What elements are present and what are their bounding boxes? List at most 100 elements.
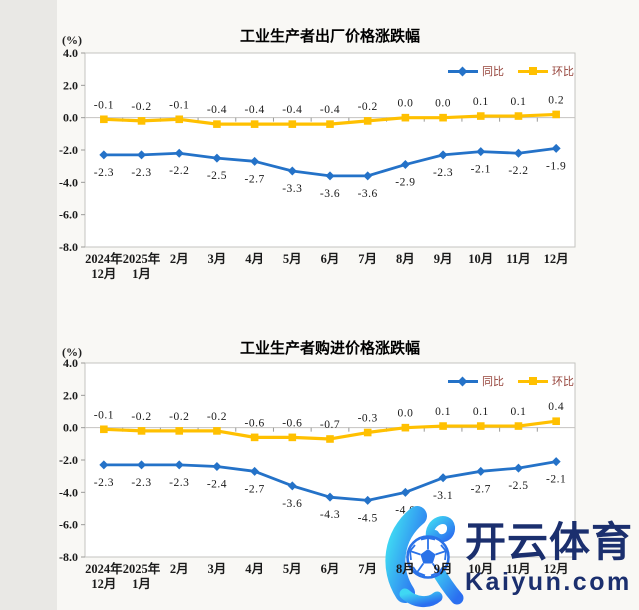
chart1-legend-tongbi: 同比: [448, 63, 504, 79]
diamond-marker-icon: [325, 492, 335, 502]
square-marker-icon: [213, 427, 221, 435]
data-label-环比: -0.1: [94, 409, 114, 421]
x-tick-label: 2024年 12月: [85, 251, 123, 281]
x-tick-label: 7月: [358, 252, 377, 266]
data-label-同比: -2.7: [245, 173, 265, 185]
square-marker-icon: [250, 433, 259, 442]
x-tick-label: 4月: [245, 252, 264, 266]
x-tick-label: 2025年 1月: [123, 251, 161, 281]
square-marker-icon: [175, 115, 184, 124]
diamond-marker-icon: [513, 148, 523, 158]
huanbi-line-swatch-icon: [518, 377, 548, 386]
diamond-marker-icon: [476, 147, 486, 157]
diamond-marker-icon: [551, 457, 561, 467]
data-label-同比: -2.5: [508, 480, 528, 492]
data-label-环比: 0.0: [397, 98, 413, 110]
page-left-margin: [0, 0, 57, 610]
x-tick-label: 11月: [506, 252, 530, 266]
data-label-环比: 0.1: [511, 96, 527, 108]
diamond-marker-icon: [137, 150, 147, 160]
data-label-环比: -0.1: [94, 99, 114, 111]
data-label-环比: -0.6: [245, 417, 265, 429]
x-tick-label: 12月: [544, 252, 569, 266]
y-tick-label: 0.0: [63, 421, 78, 435]
data-label-同比: -2.3: [169, 477, 189, 489]
data-label-环比: -0.3: [358, 413, 378, 425]
data-label-同比: -2.1: [471, 164, 491, 176]
chart2-legend-huanbi: 环比: [518, 373, 574, 389]
data-label-环比: -0.2: [169, 411, 189, 423]
chart1-legend-tongbi-label: 同比: [482, 66, 504, 78]
x-tick-label: 5月: [283, 252, 302, 266]
chart2-legend-huanbi-label: 环比: [552, 376, 574, 388]
y-tick-label: -2.0: [59, 453, 78, 467]
data-label-同比: -2.7: [245, 483, 265, 495]
square-marker-icon: [514, 112, 523, 120]
data-label-同比: -2.3: [131, 167, 151, 179]
tongbi-line-swatch-icon: [448, 66, 478, 76]
diamond-marker-icon: [137, 460, 147, 470]
data-label-同比: -2.4: [207, 478, 227, 490]
data-label-环比: -0.2: [131, 101, 151, 113]
football-icon: [406, 535, 450, 579]
chart1-title: 工业生产者出厂价格涨跌幅: [239, 28, 420, 45]
ppi-purchase-chart: 4.0 2.0 0.0 -2.0 -4.0 -6.0 -8.0 -2.3 -2.3 -2.3 -2.…: [59, 356, 576, 564]
data-label-同比: -4.5: [358, 512, 378, 524]
square-marker-icon: [137, 427, 146, 435]
data-label-环比: -0.7: [320, 419, 340, 431]
square-marker-icon: [476, 422, 485, 430]
data-label-环比: 0.1: [511, 406, 527, 418]
data-label-同比: -2.3: [94, 167, 114, 179]
x-tick-label: 6月: [321, 252, 340, 266]
data-label-环比: -0.1: [169, 99, 189, 111]
chart1-legend-huanbi: 环比: [518, 63, 574, 79]
square-marker-icon: [250, 120, 259, 128]
diamond-marker-icon: [212, 153, 222, 163]
diamond-marker-icon: [250, 156, 260, 166]
data-label-环比: -0.4: [207, 104, 227, 116]
diamond-marker-icon: [99, 460, 109, 470]
data-label-环比: 0.2: [548, 94, 564, 106]
y-tick-label: 2.0: [63, 78, 78, 92]
x-tick-label: 10月: [468, 252, 493, 266]
data-label-同比: -2.9: [395, 177, 415, 189]
data-label-环比: -0.2: [358, 101, 378, 113]
huanbi-line-swatch-icon: [518, 67, 548, 76]
data-label-环比: -0.4: [282, 104, 302, 116]
diamond-marker-icon: [250, 466, 260, 476]
data-label-同比: -1.9: [546, 160, 566, 172]
data-label-同比: -2.3: [433, 167, 453, 179]
data-label-环比: -0.2: [131, 411, 151, 423]
diamond-marker-icon: [551, 143, 561, 153]
data-label-同比: -2.2: [508, 165, 528, 177]
y-tick-label: 4.0: [63, 356, 78, 370]
square-marker-icon: [326, 120, 334, 128]
data-label-环比: -0.6: [282, 417, 302, 429]
square-marker-icon: [439, 422, 447, 430]
square-marker-icon: [401, 423, 410, 432]
data-label-环比: 0.0: [435, 98, 451, 110]
square-marker-icon: [288, 433, 297, 442]
ppi-output-chart: 4.0 2.0 0.0 -2.0 -4.0 -6.0 -8.0 -2.3 -2.3 -2.2 -2.…: [59, 46, 576, 254]
square-marker-icon: [288, 120, 297, 128]
data-label-环比: -0.2: [207, 411, 227, 423]
diamond-marker-icon: [476, 466, 486, 476]
chart1-legend-huanbi-label: 环比: [552, 66, 574, 78]
x-tick-label: 9月: [434, 252, 453, 266]
data-label-环比: 0.1: [473, 96, 489, 108]
y-tick-label: -4.0: [59, 175, 78, 189]
diamond-marker-icon: [400, 487, 410, 497]
y-tick-label: 0.0: [63, 111, 78, 125]
x-tick-label: 2月: [170, 252, 189, 266]
x-tick-label: 3月: [208, 252, 227, 266]
diamond-marker-icon: [325, 171, 335, 181]
data-label-同比: -3.6: [282, 498, 302, 510]
data-label-同比: -4.3: [320, 509, 340, 521]
data-label-环比: 0.1: [435, 406, 451, 418]
chart2-title: 工业生产者购进价格涨跌幅: [239, 340, 420, 357]
data-label-同比: -2.3: [131, 477, 151, 489]
chart1-unit-label: (%): [62, 33, 82, 47]
square-marker-icon: [100, 115, 108, 124]
